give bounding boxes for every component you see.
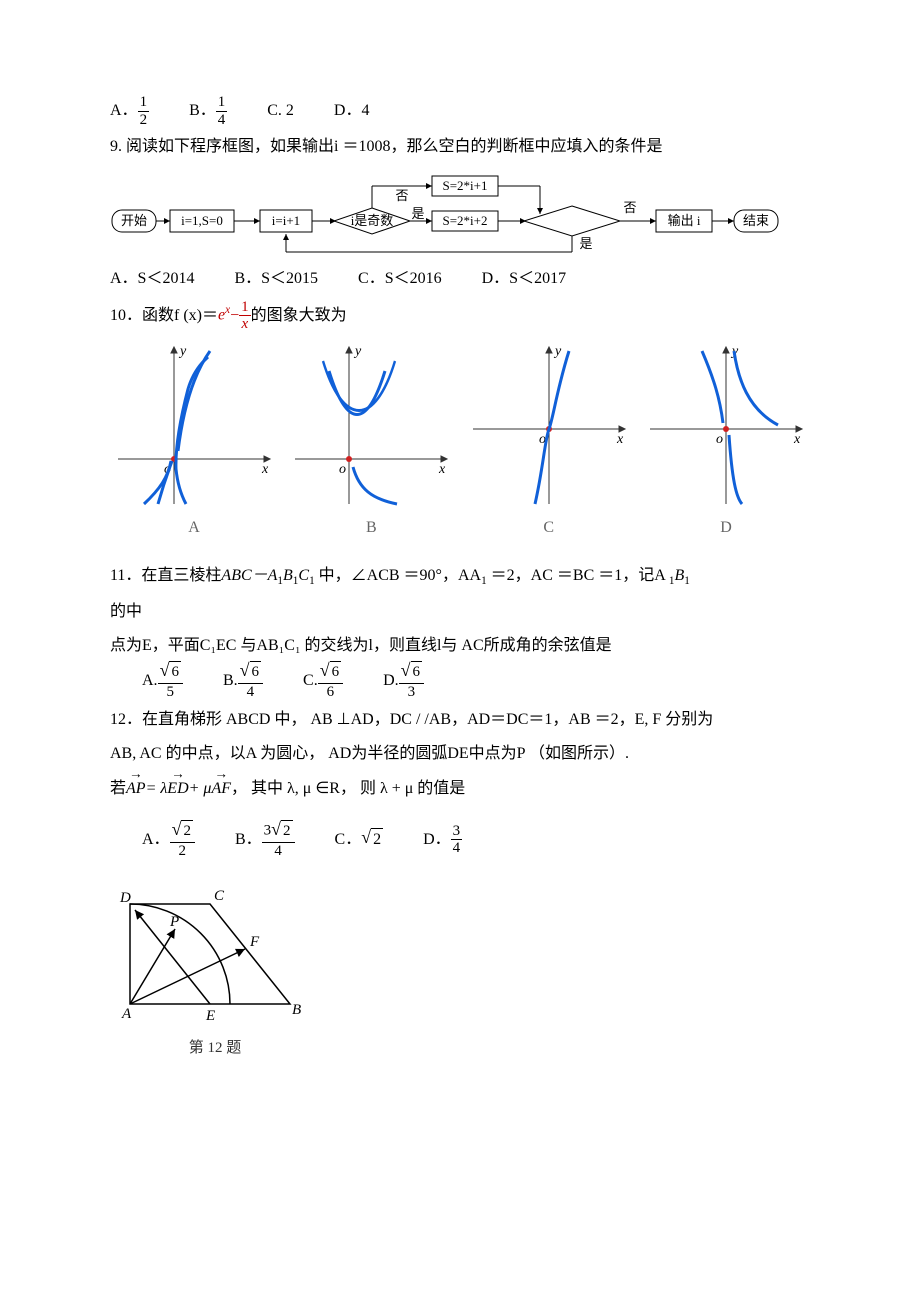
svg-text:P: P [169, 914, 179, 930]
svg-text:y: y [353, 344, 362, 359]
svg-text:输出 i: 输出 i [668, 213, 701, 228]
svg-text:S=2*i+1: S=2*i+1 [442, 178, 487, 193]
svg-text:否: 否 [395, 188, 408, 203]
q11-line2: 的中 [110, 597, 810, 627]
q11-line3: 点为E，平面C₁EC 与AB₁C₁ 的交线为l，则直线l与 AC所成角的余弦值是 [110, 631, 810, 661]
expr: ex [218, 300, 230, 331]
q12-options: A． √2 2 B． 3√2 4 C． √2 D． 3 4 [110, 820, 810, 860]
label: A． [110, 96, 138, 126]
q10-graph-c: o x y [465, 339, 633, 509]
q10-graph-a: o x y [110, 339, 278, 509]
frac: 1 x [239, 299, 251, 333]
svg-text:x: x [616, 432, 624, 447]
q9-opt-a: A．S＜2014 [110, 264, 194, 294]
vec-af: AF [211, 774, 231, 804]
q12-caption: 第 12 题 [110, 1034, 320, 1063]
q9-opt-d: D．S＜2017 [482, 264, 566, 294]
svg-text:o: o [716, 432, 723, 447]
label: B． [189, 96, 216, 126]
vec-ed: ED [167, 774, 188, 804]
frac: 1 4 [216, 94, 228, 128]
svg-text:i=i+1: i=i+1 [272, 213, 300, 228]
q10-graphs: o x y o x y o x y [110, 339, 810, 509]
q12-line1: 12．在直角梯形 ABCD 中， AB ⊥AD，DC / /AB，AD＝DC＝1… [110, 705, 810, 735]
svg-text:开始: 开始 [121, 213, 147, 228]
q9-flowchart: 开始 i=1,S=0 i=i+1 i是奇数 否 S=2*i+1 是 S=2*i+… [110, 168, 810, 260]
q8-opt-c: C. 2 [267, 96, 294, 126]
q8-opt-a: A． 1 2 [110, 94, 149, 128]
svg-text:否: 否 [623, 200, 636, 215]
q12-figure: D C A E B F P 第 12 题 [110, 874, 810, 1063]
q10-graph-d: o x y [642, 339, 810, 509]
q12-opt-b: B． 3√2 4 [235, 820, 295, 860]
svg-text:是: 是 [579, 236, 592, 251]
q9-text: 9. 阅读如下程序框图，如果输出i ＝1008，那么空白的判断框中应填入的条件是 [110, 132, 810, 162]
svg-text:S=2*i+2: S=2*i+2 [442, 213, 487, 228]
svg-text:y: y [553, 344, 562, 359]
svg-text:A: A [121, 1006, 132, 1022]
q11-options: A. √6 5 B. √6 4 C. √6 6 D. √6 3 [110, 661, 810, 701]
q9-opt-c: C．S＜2016 [358, 264, 442, 294]
q11-opt-a: A. √6 5 [142, 661, 183, 701]
q10-text: 10．函数f (x)＝ ex − 1 x 的图象大致为 [110, 299, 810, 333]
svg-text:D: D [119, 890, 131, 906]
q11-opt-c: C. √6 6 [303, 661, 343, 701]
svg-text:F: F [249, 934, 260, 950]
vec-ap: AP [126, 774, 146, 804]
q10-graph-b: o x y [287, 339, 455, 509]
svg-text:x: x [793, 432, 801, 447]
q12-opt-c: C． √2 [335, 825, 384, 855]
q11-line1: 11．在直三棱柱ABC－A1B1C1 中，∠ACB ＝90°，AA1 ＝2，AC… [110, 561, 810, 592]
svg-text:结束: 结束 [743, 213, 769, 228]
svg-text:B: B [292, 1002, 301, 1018]
svg-text:E: E [205, 1008, 215, 1024]
svg-text:是: 是 [411, 206, 424, 221]
q11-opt-b: B. √6 4 [223, 661, 263, 701]
svg-text:x: x [261, 462, 269, 477]
q12-opt-d: D． 3 4 [423, 823, 462, 857]
q9-options: A．S＜2014 B．S＜2015 C．S＜2016 D．S＜2017 [110, 264, 810, 294]
q9-opt-b: B．S＜2015 [234, 264, 318, 294]
q8-opt-b: B． 1 4 [189, 94, 227, 128]
q12-line3: 若 AP = λ ED + μ AF ， 其中 λ, μ ∈R， 则 λ + μ… [110, 774, 810, 804]
q8-opt-d: D．4 [334, 96, 370, 126]
q8-options: A． 1 2 B． 1 4 C. 2 D．4 [110, 94, 810, 128]
q12-opt-a: A． √2 2 [142, 820, 195, 860]
q11-opt-d: D. √6 3 [383, 661, 424, 701]
q10-labels: A B C D [110, 513, 810, 543]
svg-text:y: y [178, 344, 187, 359]
svg-text:x: x [438, 462, 446, 477]
svg-text:i=1,S=0: i=1,S=0 [181, 213, 223, 228]
svg-text:i是奇数: i是奇数 [351, 213, 394, 228]
svg-text:C: C [214, 888, 225, 904]
svg-text:o: o [339, 462, 346, 477]
frac: 1 2 [138, 94, 150, 128]
